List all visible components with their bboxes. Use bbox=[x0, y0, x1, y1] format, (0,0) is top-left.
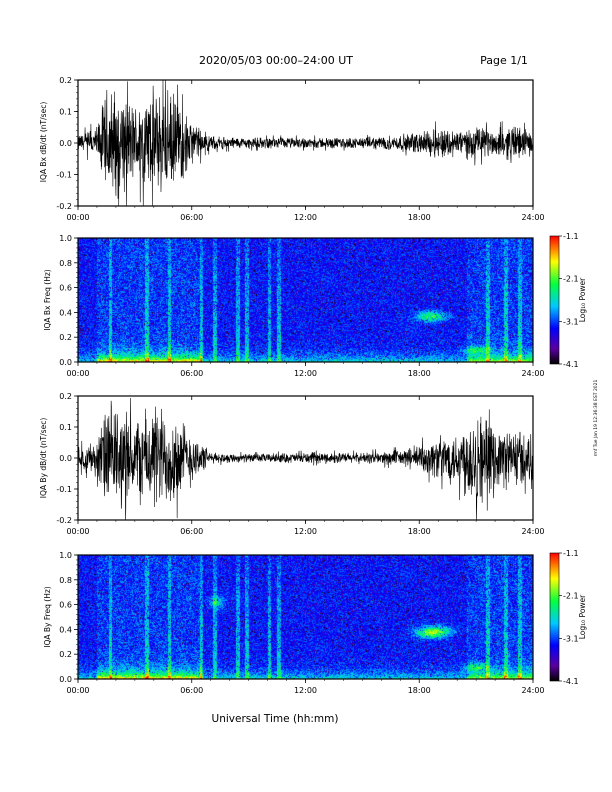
colorbar-tick-label: -2.1 bbox=[563, 275, 579, 284]
ytick-label: 0.0 bbox=[59, 675, 72, 684]
xtick-label: 18:00 bbox=[408, 213, 431, 222]
colorbar-tick-label: -1.1 bbox=[563, 232, 579, 241]
ytick-label: 0.0 bbox=[59, 454, 72, 463]
colorbar-top-ticks: -1.1 -2.1 -3.1 -4.1 bbox=[559, 232, 579, 369]
xtick-label: 12:00 bbox=[294, 213, 317, 222]
colorbar-tick-label: -3.1 bbox=[563, 634, 579, 643]
page-number: Page 1/1 bbox=[480, 54, 528, 67]
colorbar-bottom-label: Log₁₀ Power bbox=[578, 594, 587, 639]
by-dbdt-trace bbox=[77, 398, 534, 521]
page-title: 2020/05/03 00:00–24:00 UT bbox=[199, 54, 353, 67]
colorbar-tick-label: -4.1 bbox=[563, 677, 579, 686]
ytick-label: 0.8 bbox=[59, 576, 72, 585]
xtick-label: 24:00 bbox=[521, 527, 544, 536]
xtick-label: 06:00 bbox=[180, 686, 203, 695]
by-dbdt-xticks: 00:00 06:00 12:00 18:00 24:00 bbox=[66, 396, 545, 536]
xtick-label: 00:00 bbox=[66, 213, 89, 222]
xtick-label: 06:00 bbox=[180, 213, 203, 222]
ytick-label: 0.4 bbox=[59, 308, 72, 317]
ytick-label: 1.0 bbox=[59, 234, 72, 243]
ytick-label: 1.0 bbox=[59, 551, 72, 560]
panel-bx-dbdt: IQA Bx dB/dt (nT/sec) 0.20.10.0-0.1-0.2 … bbox=[39, 76, 545, 222]
ytick-label: 0.4 bbox=[59, 625, 72, 634]
dbdt-trace-line bbox=[77, 79, 534, 207]
xtick-label: 00:00 bbox=[66, 369, 89, 378]
colorbar-top-label: Log₁₀ Power bbox=[578, 277, 587, 322]
by-freq-ylabel: IQA By Freq (Hz) bbox=[43, 586, 52, 648]
by-dbdt-yticks: 0.2 0.1 0.0 -0.1 -0.2 bbox=[56, 392, 78, 525]
colorbar-bottom-ticks: -1.1 -2.1 -3.1 -4.1 bbox=[559, 549, 579, 686]
colorbar-tick-label: -2.1 bbox=[563, 592, 579, 601]
ytick-label: -0.2 bbox=[56, 202, 72, 211]
panel-by-spectrogram: IQA By Freq (Hz) 1.0 0.8 0.6 0.4 0.2 0.0 00:0… bbox=[43, 549, 587, 695]
ytick-label: 0.0 bbox=[59, 139, 72, 148]
colorbar-tick-label: -3.1 bbox=[563, 317, 579, 326]
xtick-label: 12:00 bbox=[294, 686, 317, 695]
bx-dbdt-xticks: 00:00 06:00 12:00 18:00 24:00 bbox=[66, 80, 545, 222]
ytick-label: 0.1 bbox=[59, 108, 72, 117]
xtick-label: 00:00 bbox=[66, 527, 89, 536]
ytick-label: 0.2 bbox=[59, 392, 72, 401]
xtick-label: 18:00 bbox=[408, 369, 431, 378]
colorbar-tick-label: -1.1 bbox=[563, 549, 579, 558]
xtick-label: 06:00 bbox=[180, 369, 203, 378]
ytick-label: 0.8 bbox=[59, 259, 72, 268]
xtick-label: 12:00 bbox=[294, 369, 317, 378]
xtick-label: 24:00 bbox=[521, 686, 544, 695]
xtick-label: 24:00 bbox=[521, 213, 544, 222]
xtick-label: 24:00 bbox=[521, 369, 544, 378]
panel-bx-spectrogram: IQA Bx Freq (Hz) 1.0 0.8 0.6 0.4 0.2 0.0 00:0… bbox=[43, 232, 587, 378]
bx-dbdt-ylabel: IQA Bx dB/dt (nT/sec) bbox=[39, 102, 48, 183]
bx-dbdt-trace bbox=[77, 79, 534, 207]
ytick-label: 0.2 bbox=[59, 333, 72, 342]
by-dbdt-ylabel: IQA By dB/dt (nT/sec) bbox=[39, 418, 48, 499]
by-freq-yticks: 1.0 0.8 0.6 0.4 0.2 0.0 bbox=[59, 551, 78, 684]
bx-freq-ylabel: IQA Bx Freq (Hz) bbox=[43, 269, 52, 331]
ytick-label: -0.1 bbox=[56, 171, 72, 180]
ytick-label: -0.2 bbox=[56, 516, 72, 525]
ytick-label: 0.2 bbox=[59, 76, 72, 85]
bx-freq-yticks: 1.0 0.8 0.6 0.4 0.2 0.0 bbox=[59, 234, 78, 367]
colorbar-bottom bbox=[549, 552, 560, 682]
ytick-label: 0.6 bbox=[59, 284, 72, 293]
x-axis-title: Universal Time (hh:mm) bbox=[212, 713, 339, 725]
ytick-label: 0.1 bbox=[59, 423, 72, 432]
ytick-label: 0.2 bbox=[59, 650, 72, 659]
xtick-label: 00:00 bbox=[66, 686, 89, 695]
colorbar-tick-label: -4.1 bbox=[563, 360, 579, 369]
ytick-label: 0.6 bbox=[59, 601, 72, 610]
bx-freq-xticks: 00:00 06:00 12:00 18:00 24:00 bbox=[66, 238, 545, 378]
ytick-label: -0.1 bbox=[56, 485, 72, 494]
bx-dbdt-yticks: 0.2 0.1 0.0 -0.1 -0.2 bbox=[56, 76, 78, 211]
xtick-label: 06:00 bbox=[180, 527, 203, 536]
by-freq-xticks: 00:00 06:00 12:00 18:00 24:00 bbox=[66, 555, 545, 695]
xtick-label: 18:00 bbox=[408, 527, 431, 536]
dbdt-trace-line bbox=[77, 398, 534, 521]
colorbar-top bbox=[549, 235, 560, 365]
ytick-label: 0.0 bbox=[59, 358, 72, 367]
by-spectrogram bbox=[78, 555, 533, 679]
bx-spectrogram bbox=[78, 238, 533, 362]
xtick-label: 12:00 bbox=[294, 527, 317, 536]
xtick-label: 18:00 bbox=[408, 686, 431, 695]
panel-by-dbdt: IQA By dB/dt (nT/sec) 0.20.10.0-0.1-0.2 … bbox=[39, 392, 545, 536]
side-note: rmf Tue Jan 19 12:36:38 EST 2021 bbox=[593, 379, 599, 456]
